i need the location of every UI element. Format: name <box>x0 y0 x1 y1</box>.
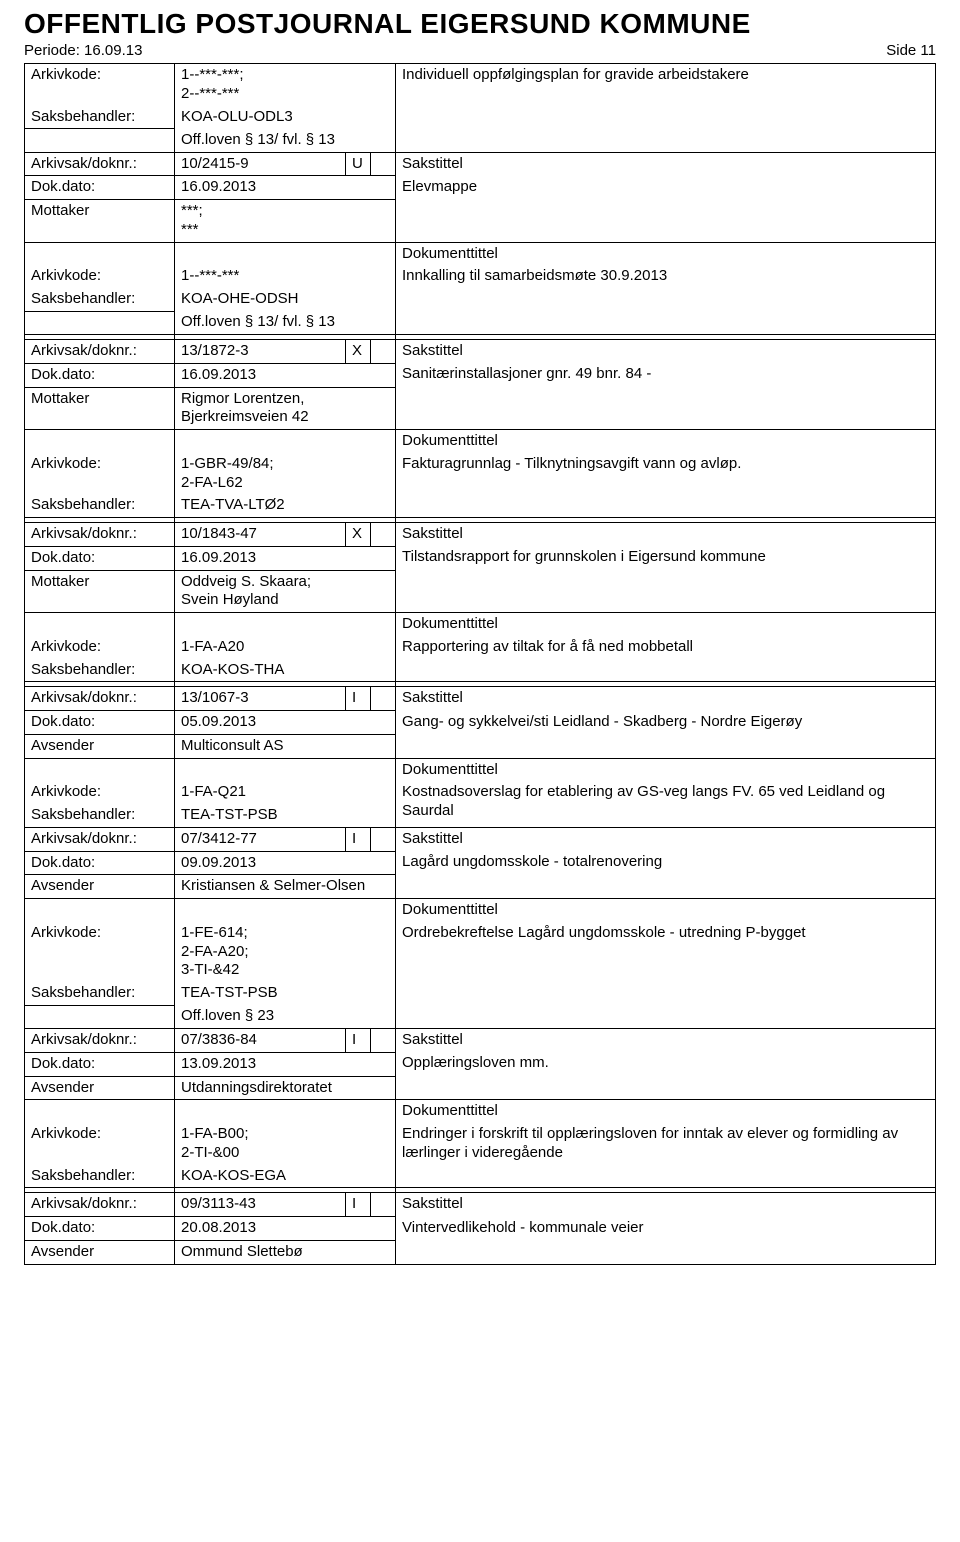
entry-doktitle-label-row: Dokumenttittel <box>25 1100 936 1123</box>
entry-doktitle-label-row: Dokumenttittel <box>25 430 936 453</box>
entry-doktitle-label-row: Dokumenttittel <box>25 758 936 781</box>
entry-party-row: Mottaker***;*** <box>25 200 936 243</box>
entry-dokdato-row: Dok.dato:09.09.2013Lagård ungdomsskole -… <box>25 851 936 875</box>
side-label: Side 11 <box>886 42 936 59</box>
entry-arkivkode-row: Arkivkode:1-FA-Q21Kostnadsoverslag for e… <box>25 781 936 804</box>
page-title: OFFENTLIG POSTJOURNAL EIGERSUND KOMMUNE <box>24 8 936 40</box>
period-row: Periode: 16.09.13 Side 11 <box>24 42 936 59</box>
entry-doknr-row: Arkivsak/doknr.:10/1843-47XSakstittel <box>25 523 936 547</box>
entry-arkivkode-row: Arkivkode:1-FA-B00;2-TI-&00Endringer i f… <box>25 1123 936 1165</box>
entry-dokdato-row: Dok.dato:20.08.2013Vintervedlikehold - k… <box>25 1217 936 1241</box>
entry-dokdato-row: Dok.dato:16.09.2013Tilstandsrapport for … <box>25 546 936 570</box>
entry-dokdato-row: Dok.dato:05.09.2013Gang- og sykkelvei/st… <box>25 711 936 735</box>
entry-doknr-row: Arkivsak/doknr.:07/3836-84ISakstittel <box>25 1029 936 1053</box>
period-label: Periode: 16.09.13 <box>24 42 142 59</box>
entry-arkivkode-row: Arkivkode:1-FE-614;2-FA-A20;3-TI-&42Ordr… <box>25 922 936 982</box>
lead-arkivkode-row: Arkivkode:1--***-***;2--***-***Individue… <box>25 64 936 106</box>
entry-party-row: AvsenderOmmund Slettebø <box>25 1240 936 1264</box>
journal-table: Arkivkode:1--***-***;2--***-***Individue… <box>24 63 936 1265</box>
entry-dokdato-row: Dok.dato:16.09.2013Elevmappe <box>25 176 936 200</box>
entry-arkivkode-row: Arkivkode:1--***-***Innkalling til samar… <box>25 265 936 288</box>
entry-party-row: MottakerOddveig S. Skaara;Svein Høyland <box>25 570 936 613</box>
entry-party-row: MottakerRigmor Lorentzen, Bjerkreimsveie… <box>25 387 936 430</box>
entry-arkivkode-row: Arkivkode:1-GBR-49/84;2-FA-L62Fakturagru… <box>25 453 936 495</box>
entry-arkivkode-row: Arkivkode:1-FA-A20Rapportering av tiltak… <box>25 636 936 659</box>
entry-dokdato-row: Dok.dato:16.09.2013Sanitærinstallasjoner… <box>25 363 936 387</box>
entry-doknr-row: Arkivsak/doknr.:07/3412-77ISakstittel <box>25 827 936 851</box>
entry-doktitle-label-row: Dokumenttittel <box>25 899 936 922</box>
entry-doknr-row: Arkivsak/doknr.:09/3113-43ISakstittel <box>25 1193 936 1217</box>
entry-doknr-row: Arkivsak/doknr.:10/2415-9USakstittel <box>25 152 936 176</box>
entry-doktitle-label-row: Dokumenttittel <box>25 242 936 265</box>
entry-doknr-row: Arkivsak/doknr.:13/1067-3ISakstittel <box>25 687 936 711</box>
entry-doktitle-label-row: Dokumenttittel <box>25 613 936 636</box>
entry-party-row: AvsenderKristiansen & Selmer-Olsen <box>25 875 936 899</box>
entry-dokdato-row: Dok.dato:13.09.2013Opplæringsloven mm. <box>25 1052 936 1076</box>
entry-party-row: AvsenderMulticonsult AS <box>25 734 936 758</box>
entry-doknr-row: Arkivsak/doknr.:13/1872-3XSakstittel <box>25 340 936 364</box>
entry-party-row: AvsenderUtdanningsdirektoratet <box>25 1076 936 1100</box>
